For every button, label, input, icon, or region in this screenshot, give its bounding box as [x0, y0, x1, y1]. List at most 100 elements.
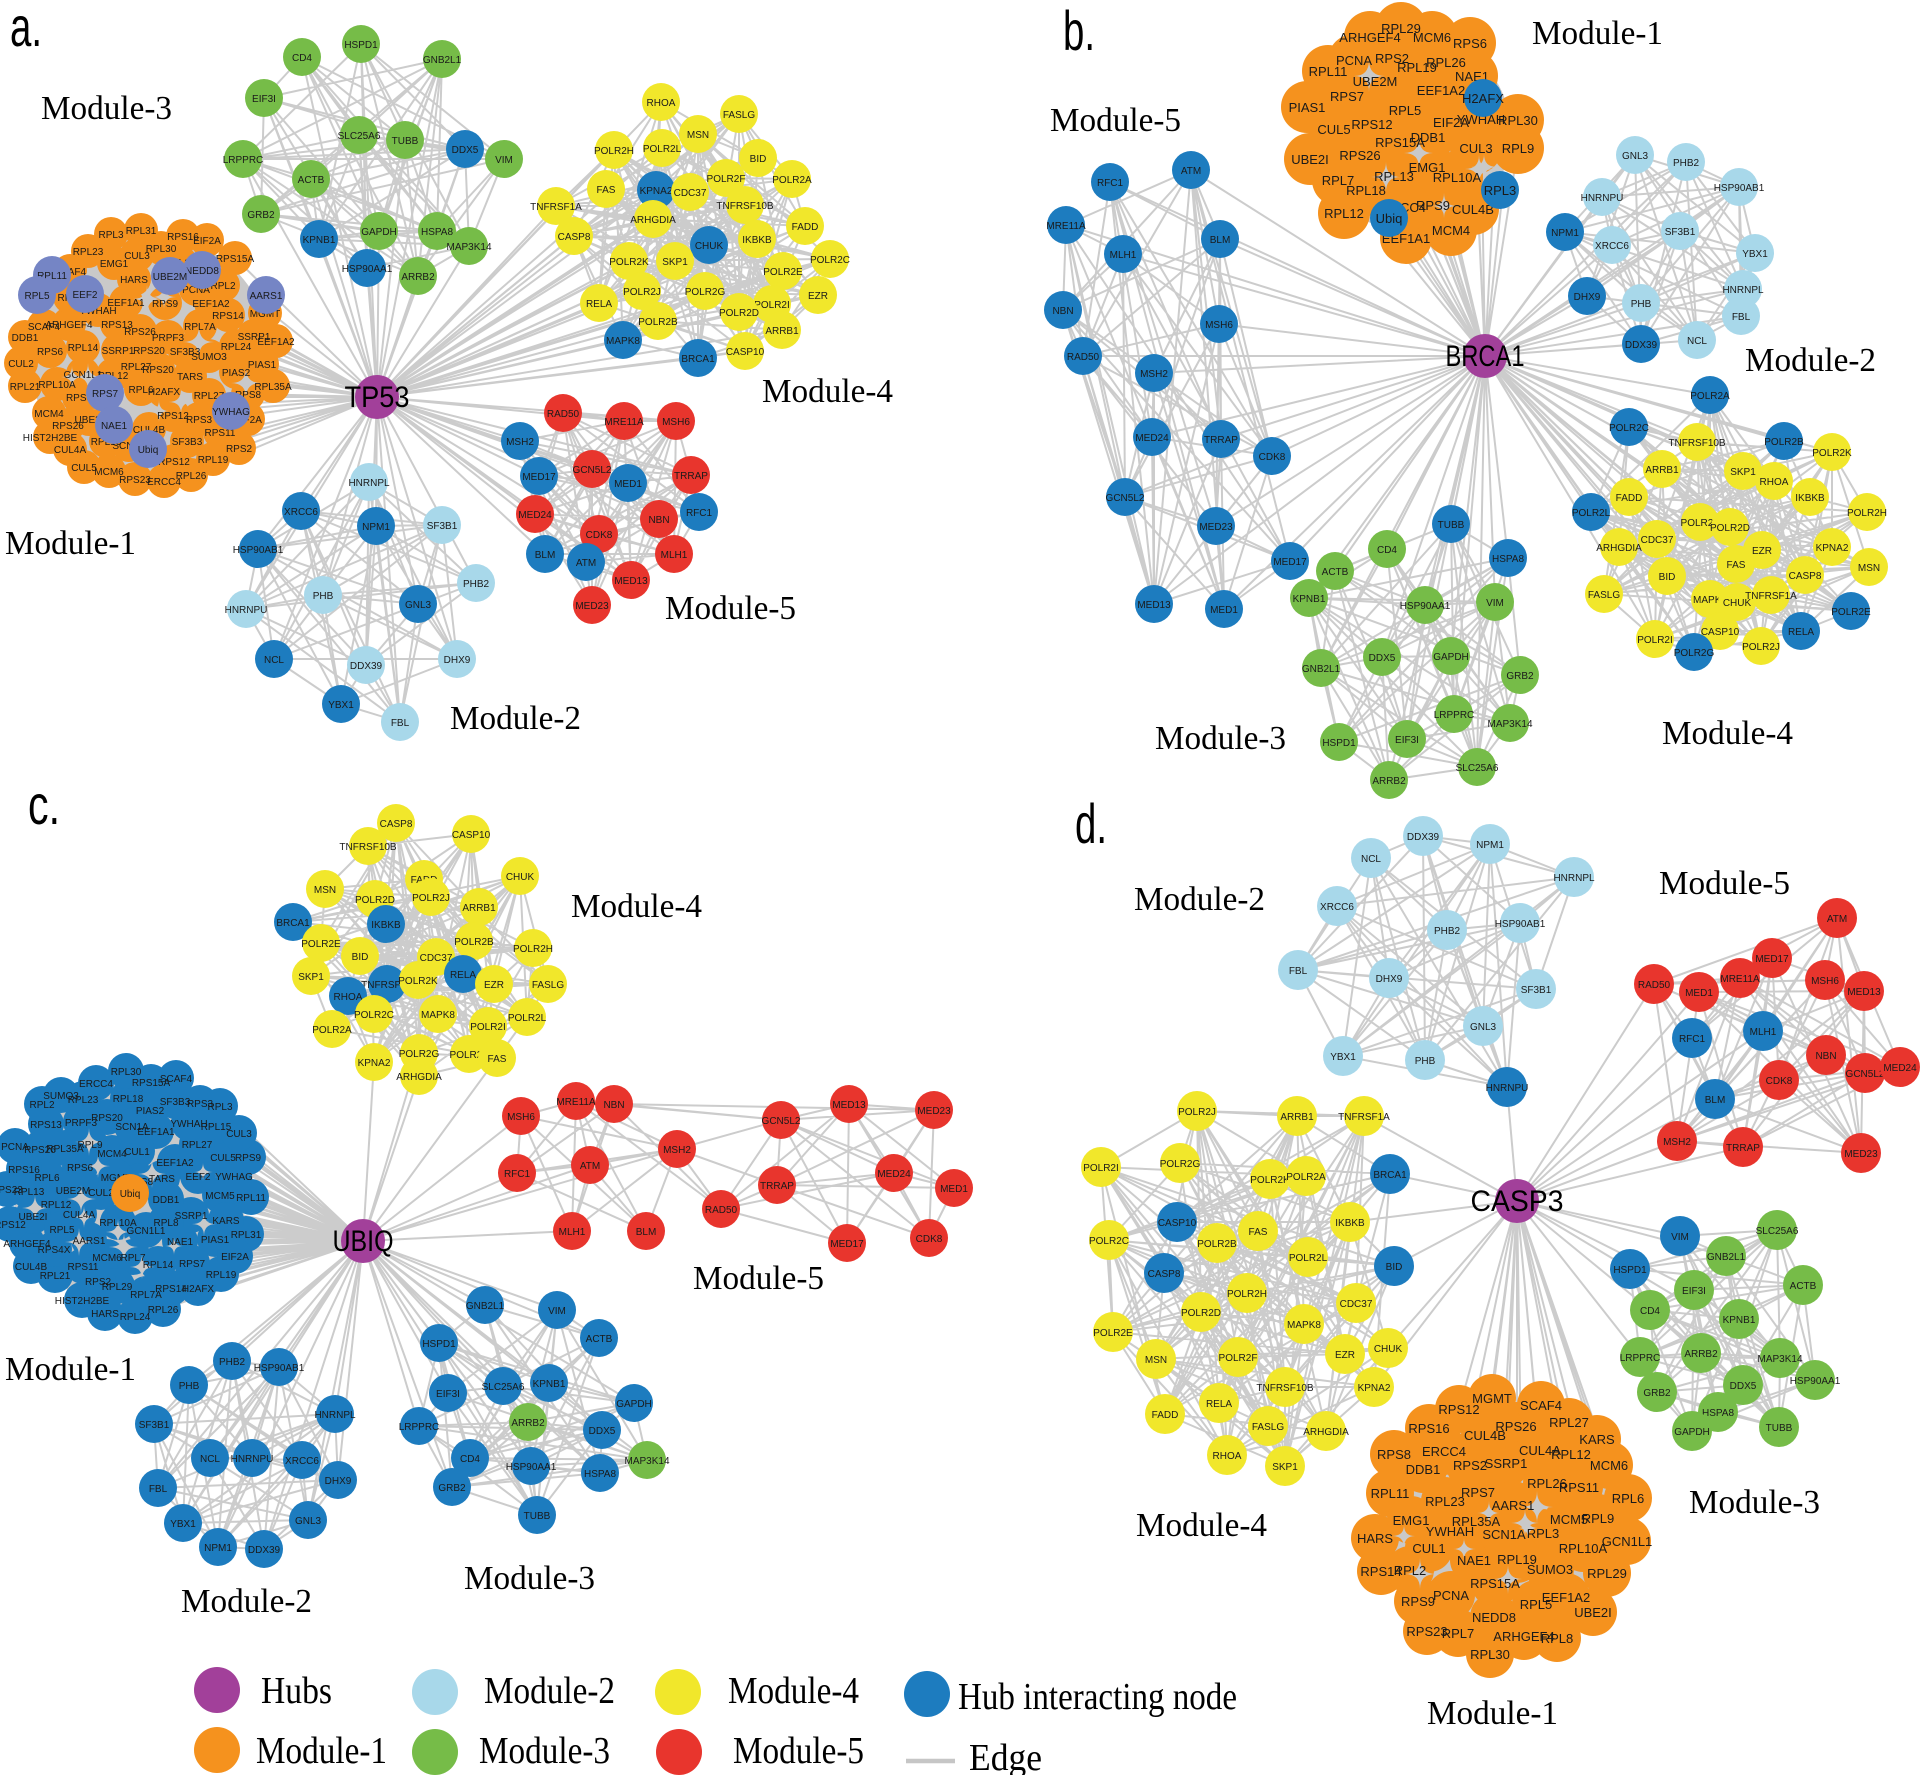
svg-text:PRPF3: PRPF3 [152, 333, 185, 344]
svg-text:POLR2L: POLR2L [643, 144, 682, 155]
svg-text:SKP1: SKP1 [298, 972, 324, 983]
svg-text:MED23: MED23 [917, 1106, 951, 1117]
svg-text:DDX39: DDX39 [1625, 340, 1658, 351]
svg-text:VIM: VIM [495, 155, 513, 166]
svg-text:MGMT: MGMT [1472, 1391, 1512, 1406]
svg-text:TNFRSF10B: TNFRSF10B [1668, 438, 1726, 449]
svg-text:RPS11: RPS11 [68, 1262, 99, 1273]
svg-text:EEF1A2: EEF1A2 [156, 1158, 194, 1169]
svg-text:EEF1A2: EEF1A2 [257, 337, 295, 348]
svg-text:NBN: NBN [1052, 306, 1073, 317]
svg-text:PCNA: PCNA [1433, 1588, 1469, 1603]
svg-text:ARRB2: ARRB2 [511, 1418, 545, 1429]
svg-text:CUL5: CUL5 [71, 463, 97, 474]
svg-text:RPL21: RPL21 [10, 382, 41, 393]
svg-text:MRE11A: MRE11A [1046, 221, 1086, 232]
svg-text:RPL29: RPL29 [102, 1282, 133, 1293]
svg-text:GNL3: GNL3 [295, 1516, 322, 1527]
svg-text:MED13: MED13 [1847, 987, 1881, 998]
svg-text:RPS6: RPS6 [1453, 36, 1487, 51]
svg-text:CHUK: CHUK [1723, 598, 1752, 609]
svg-text:ACTB: ACTB [1322, 567, 1349, 578]
svg-text:EMG1: EMG1 [1409, 160, 1446, 175]
svg-text:HSP90AB1: HSP90AB1 [1495, 919, 1546, 930]
svg-text:TNFRSF10B: TNFRSF10B [716, 201, 774, 212]
svg-text:SF3B1: SF3B1 [139, 1420, 170, 1431]
svg-text:RPL7: RPL7 [1442, 1626, 1475, 1641]
svg-text:Module-1: Module-1 [5, 1351, 136, 1388]
svg-text:HARS: HARS [91, 1309, 119, 1320]
svg-text:Module-2: Module-2 [1745, 342, 1876, 379]
svg-text:TP53: TP53 [345, 381, 410, 414]
svg-text:CDK8: CDK8 [1766, 1076, 1793, 1087]
svg-text:POLR2K: POLR2K [1250, 1175, 1290, 1186]
svg-text:RPS16: RPS16 [167, 232, 199, 243]
svg-text:FASLG: FASLG [1252, 1422, 1284, 1433]
svg-text:SF3B3: SF3B3 [170, 347, 201, 358]
svg-text:LRPPRC: LRPPRC [1434, 710, 1475, 721]
svg-text:PRPF3: PRPF3 [65, 1118, 98, 1129]
svg-text:ARHGDIA: ARHGDIA [630, 215, 676, 226]
svg-text:RPL30: RPL30 [146, 244, 177, 255]
svg-text:RPL3: RPL3 [98, 230, 123, 241]
svg-text:GCN1L1: GCN1L1 [127, 1226, 166, 1237]
svg-text:MAP3K14: MAP3K14 [624, 1456, 669, 1467]
svg-text:CASP8: CASP8 [558, 232, 591, 243]
svg-text:ARRB1: ARRB1 [462, 903, 496, 914]
svg-text:HSPD1: HSPD1 [344, 40, 378, 51]
svg-text:CHUK: CHUK [1374, 1344, 1403, 1355]
svg-text:RPS2: RPS2 [1453, 1458, 1487, 1473]
svg-text:SSRP1: SSRP1 [175, 1211, 208, 1222]
svg-text:HSPD1: HSPD1 [1322, 738, 1356, 749]
svg-text:SF3B3: SF3B3 [160, 1097, 191, 1108]
svg-text:Module-3: Module-3 [479, 1730, 610, 1772]
svg-text:RAD50: RAD50 [1638, 980, 1671, 991]
svg-text:Module-5: Module-5 [693, 1260, 824, 1297]
svg-text:RPL10A: RPL10A [1433, 170, 1482, 185]
svg-text:DDX39: DDX39 [1407, 832, 1440, 843]
svg-text:FBL: FBL [1732, 312, 1751, 323]
svg-text:RPS14: RPS14 [212, 311, 244, 322]
svg-text:BLM: BLM [535, 550, 556, 561]
svg-text:POLR2G: POLR2G [1160, 1159, 1201, 1170]
svg-text:TNFRSF10B: TNFRSF10B [1256, 1383, 1314, 1394]
svg-text:MAP3K14: MAP3K14 [1757, 1354, 1802, 1365]
svg-text:NCL: NCL [264, 655, 284, 666]
svg-text:GNL3: GNL3 [1622, 151, 1649, 162]
svg-text:TNFRSF1A: TNFRSF1A [361, 980, 413, 991]
svg-text:POLR2H: POLR2H [594, 146, 634, 157]
svg-text:Module-5: Module-5 [1050, 102, 1181, 139]
svg-text:RPL26: RPL26 [148, 1305, 179, 1316]
svg-text:FAS: FAS [597, 185, 616, 196]
svg-text:POLR2H: POLR2H [513, 944, 553, 955]
svg-text:d.: d. [1075, 792, 1107, 855]
svg-text:EIF3I: EIF3I [252, 94, 276, 105]
svg-text:ARHGDIA: ARHGDIA [1596, 543, 1642, 554]
svg-text:CASP10: CASP10 [452, 830, 491, 841]
svg-text:POLR2F: POLR2F [450, 1050, 489, 1061]
svg-text:HSP90AA1: HSP90AA1 [1790, 1376, 1841, 1387]
svg-text:TARS: TARS [149, 1174, 175, 1185]
svg-text:BRCA1: BRCA1 [276, 918, 310, 929]
svg-text:POLR2D: POLR2D [355, 895, 395, 906]
svg-text:RPS9: RPS9 [152, 299, 179, 310]
svg-text:MAPK8: MAPK8 [1693, 595, 1727, 606]
svg-text:RPL5: RPL5 [1389, 103, 1422, 118]
svg-text:ARRB2: ARRB2 [401, 272, 435, 283]
svg-text:MSH2: MSH2 [1140, 369, 1168, 380]
svg-text:TRRAP: TRRAP [1726, 1143, 1760, 1154]
svg-text:NBN: NBN [603, 1100, 624, 1111]
svg-text:CUL1: CUL1 [124, 1147, 150, 1158]
svg-text:TNFRSF1A: TNFRSF1A [530, 202, 582, 213]
svg-text:RHOA: RHOA [334, 992, 363, 1003]
svg-text:KPNA2: KPNA2 [358, 1058, 391, 1069]
svg-text:RPS16: RPS16 [1408, 1421, 1449, 1436]
svg-text:Module-1: Module-1 [256, 1730, 387, 1772]
svg-text:PIAS2: PIAS2 [136, 1106, 165, 1117]
svg-text:VIM: VIM [1671, 1232, 1689, 1243]
svg-text:UBE2I: UBE2I [1291, 152, 1329, 167]
svg-text:RELA: RELA [586, 299, 612, 310]
svg-text:Hubs: Hubs [261, 1670, 332, 1712]
svg-text:PHB2: PHB2 [1434, 926, 1461, 937]
svg-text:ARHGDIA: ARHGDIA [1303, 1427, 1349, 1438]
